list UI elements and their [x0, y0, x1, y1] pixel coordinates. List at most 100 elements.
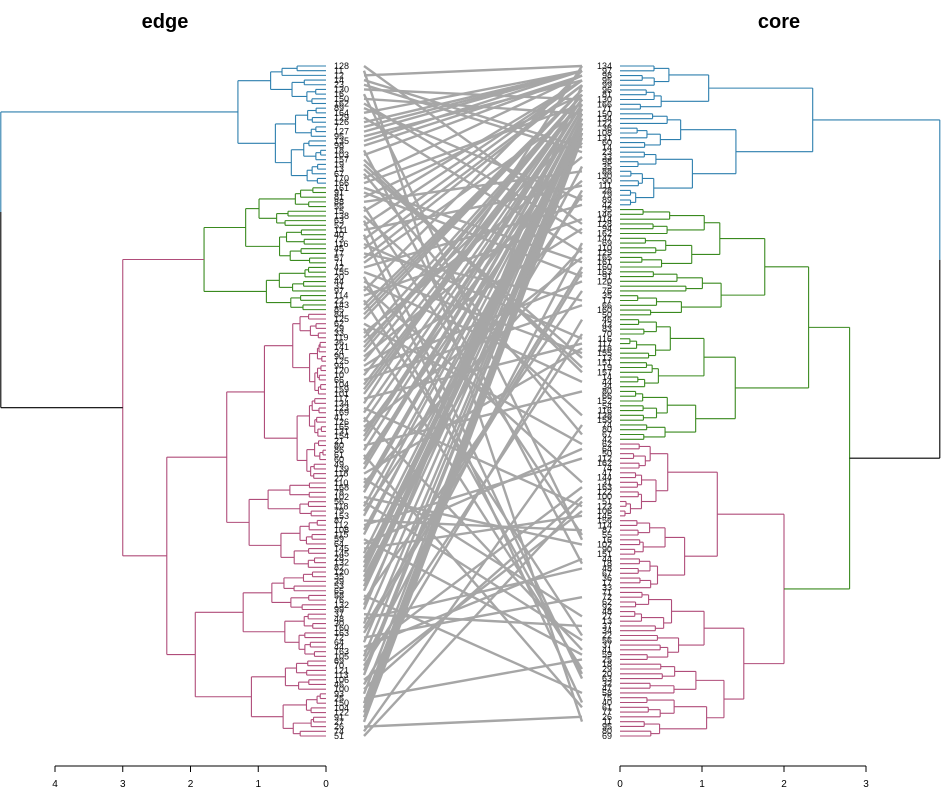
left-leaf-label: 67 [334, 169, 344, 179]
left-leaf-label: 41 [334, 412, 344, 422]
right-leaf-label: 23 [602, 147, 612, 157]
left-leaf-label: 119 [334, 333, 348, 343]
left-leaf-label: 123 [334, 403, 349, 413]
left-leaf-label: 160 [334, 623, 349, 633]
left-leaf-label: 138 [334, 211, 349, 221]
left-leaf-label: 130 [334, 84, 349, 94]
left-leaf-label: 27 [334, 473, 344, 483]
connector-line [362, 113, 584, 517]
left-leaf-label: 49 [334, 459, 344, 469]
left-leaf-label: 21 [334, 436, 344, 446]
right-leaf-label: 151 [597, 549, 612, 559]
right-leaf-label: 158 [597, 415, 612, 425]
connector-line [363, 84, 583, 250]
left-leaf-label: 31 [334, 281, 344, 291]
left-leaf-label: 27 [334, 717, 344, 727]
left-leaf-label: 126 [334, 117, 349, 127]
right-leaf-label: 163 [597, 267, 612, 277]
right-leaf-label: 100 [597, 492, 612, 502]
right-leaf-label: 120 [597, 276, 612, 286]
left-leaf-label: 169 [334, 408, 349, 418]
right-leaf-label: 67 [602, 568, 612, 578]
left-leaf-label: 120 [334, 567, 349, 577]
left-leaf-label: 168 [334, 483, 349, 493]
right-leaf-label: 138 [597, 410, 612, 420]
left-leaf-label: 39 [334, 576, 344, 586]
right-leaf-label: 106 [597, 506, 612, 516]
left-leaf-label: 64 [334, 539, 344, 549]
left-leaf-label: 163 [334, 628, 349, 638]
left-leaf-label: 101 [334, 389, 349, 399]
right-leaf-label: 50 [602, 449, 612, 459]
right-leaf-label: 48 [602, 564, 612, 574]
left-leaf-label: 118 [334, 501, 348, 511]
right-leaf-label: 47 [602, 683, 612, 693]
left-leaf-label: 108 [334, 525, 349, 535]
right-axis-tick-label: 3 [863, 779, 869, 790]
right-leaf-label: 146 [597, 209, 612, 219]
left-leaf-label: 87 [334, 515, 344, 525]
left-leaf-label: 165 [334, 422, 349, 432]
connector-line [363, 93, 583, 362]
left-leaf-label: 126 [334, 417, 349, 427]
connector-line [363, 84, 583, 260]
connector-line [363, 74, 583, 147]
left-height-axis: 4 3 2 1 0 [52, 765, 329, 790]
right-leaf-label: 36 [602, 123, 612, 133]
left-leaf-label: 66 [334, 375, 344, 385]
connector-line [363, 69, 583, 143]
connector-line [363, 500, 583, 737]
left-leaf-label: 11 [334, 66, 343, 76]
left-dendrogram [0, 65, 326, 737]
right-leaf-label: 13 [602, 353, 612, 363]
right-leaf-label: 5 [607, 281, 612, 291]
left-leaf-label: 52 [334, 220, 344, 230]
right-leaf-label: 89 [602, 195, 612, 205]
connector-line [362, 103, 584, 451]
right-leaf-label: 163 [597, 482, 612, 492]
connector-line [362, 242, 584, 662]
left-leaf-label: 19 [334, 159, 344, 169]
connector-line [363, 242, 583, 340]
left-leaf-label: 163 [334, 647, 349, 657]
right-leaf-label: 33 [602, 152, 612, 162]
right-dendrogram [620, 65, 941, 737]
left-leaf-label: 16 [334, 89, 344, 99]
connector-line [363, 424, 583, 733]
right-leaf-label: 98 [602, 71, 612, 81]
left-leaf-label: 82 [334, 562, 344, 572]
right-leaf-label: 35 [602, 205, 612, 215]
left-leaf-label: 170 [334, 173, 349, 183]
right-leaf-label: 42 [602, 434, 612, 444]
right-leaf-label: 14 [602, 372, 612, 382]
right-leaf-label: 166 [597, 99, 612, 109]
left-leaf-label: 59 [334, 534, 344, 544]
connector-line [363, 89, 583, 320]
right-leaf-label: 99 [602, 80, 612, 90]
right-leaf-label: 130 [597, 95, 612, 105]
left-leaf-label: 78 [334, 487, 344, 497]
left-leaf-label: 89 [334, 103, 344, 113]
left-leaf-label: 141 [334, 342, 349, 352]
right-leaf-label: 118 [598, 343, 612, 353]
left-leaf-label: 95 [334, 131, 344, 141]
left-leaf-label: 112 [334, 520, 348, 530]
left-leaf-label: 114 [334, 291, 348, 301]
left-leaf-label: 145 [334, 544, 349, 554]
left-leaf-label: 70 [334, 661, 344, 671]
left-leaf-label: 93 [334, 689, 344, 699]
right-leaf-label: 59 [602, 650, 612, 660]
left-leaf-label: 44 [334, 277, 344, 287]
right-leaf-label: 122 [597, 487, 612, 497]
left-leaf-label: 106 [334, 675, 349, 685]
left-leaf-label: 29 [334, 323, 344, 333]
right-leaf-label: 79 [602, 190, 612, 200]
left-axis-tick-label: 2 [188, 779, 194, 790]
right-leaf-label: 41 [602, 645, 612, 655]
left-leaf-label: 69 [334, 656, 344, 666]
connector-line [363, 88, 583, 101]
left-leaf-label: 55 [334, 202, 344, 212]
left-leaf-label: 81 [334, 192, 344, 202]
left-leaf-label: 129 [334, 113, 349, 123]
right-leaf-label: 94 [602, 224, 612, 234]
